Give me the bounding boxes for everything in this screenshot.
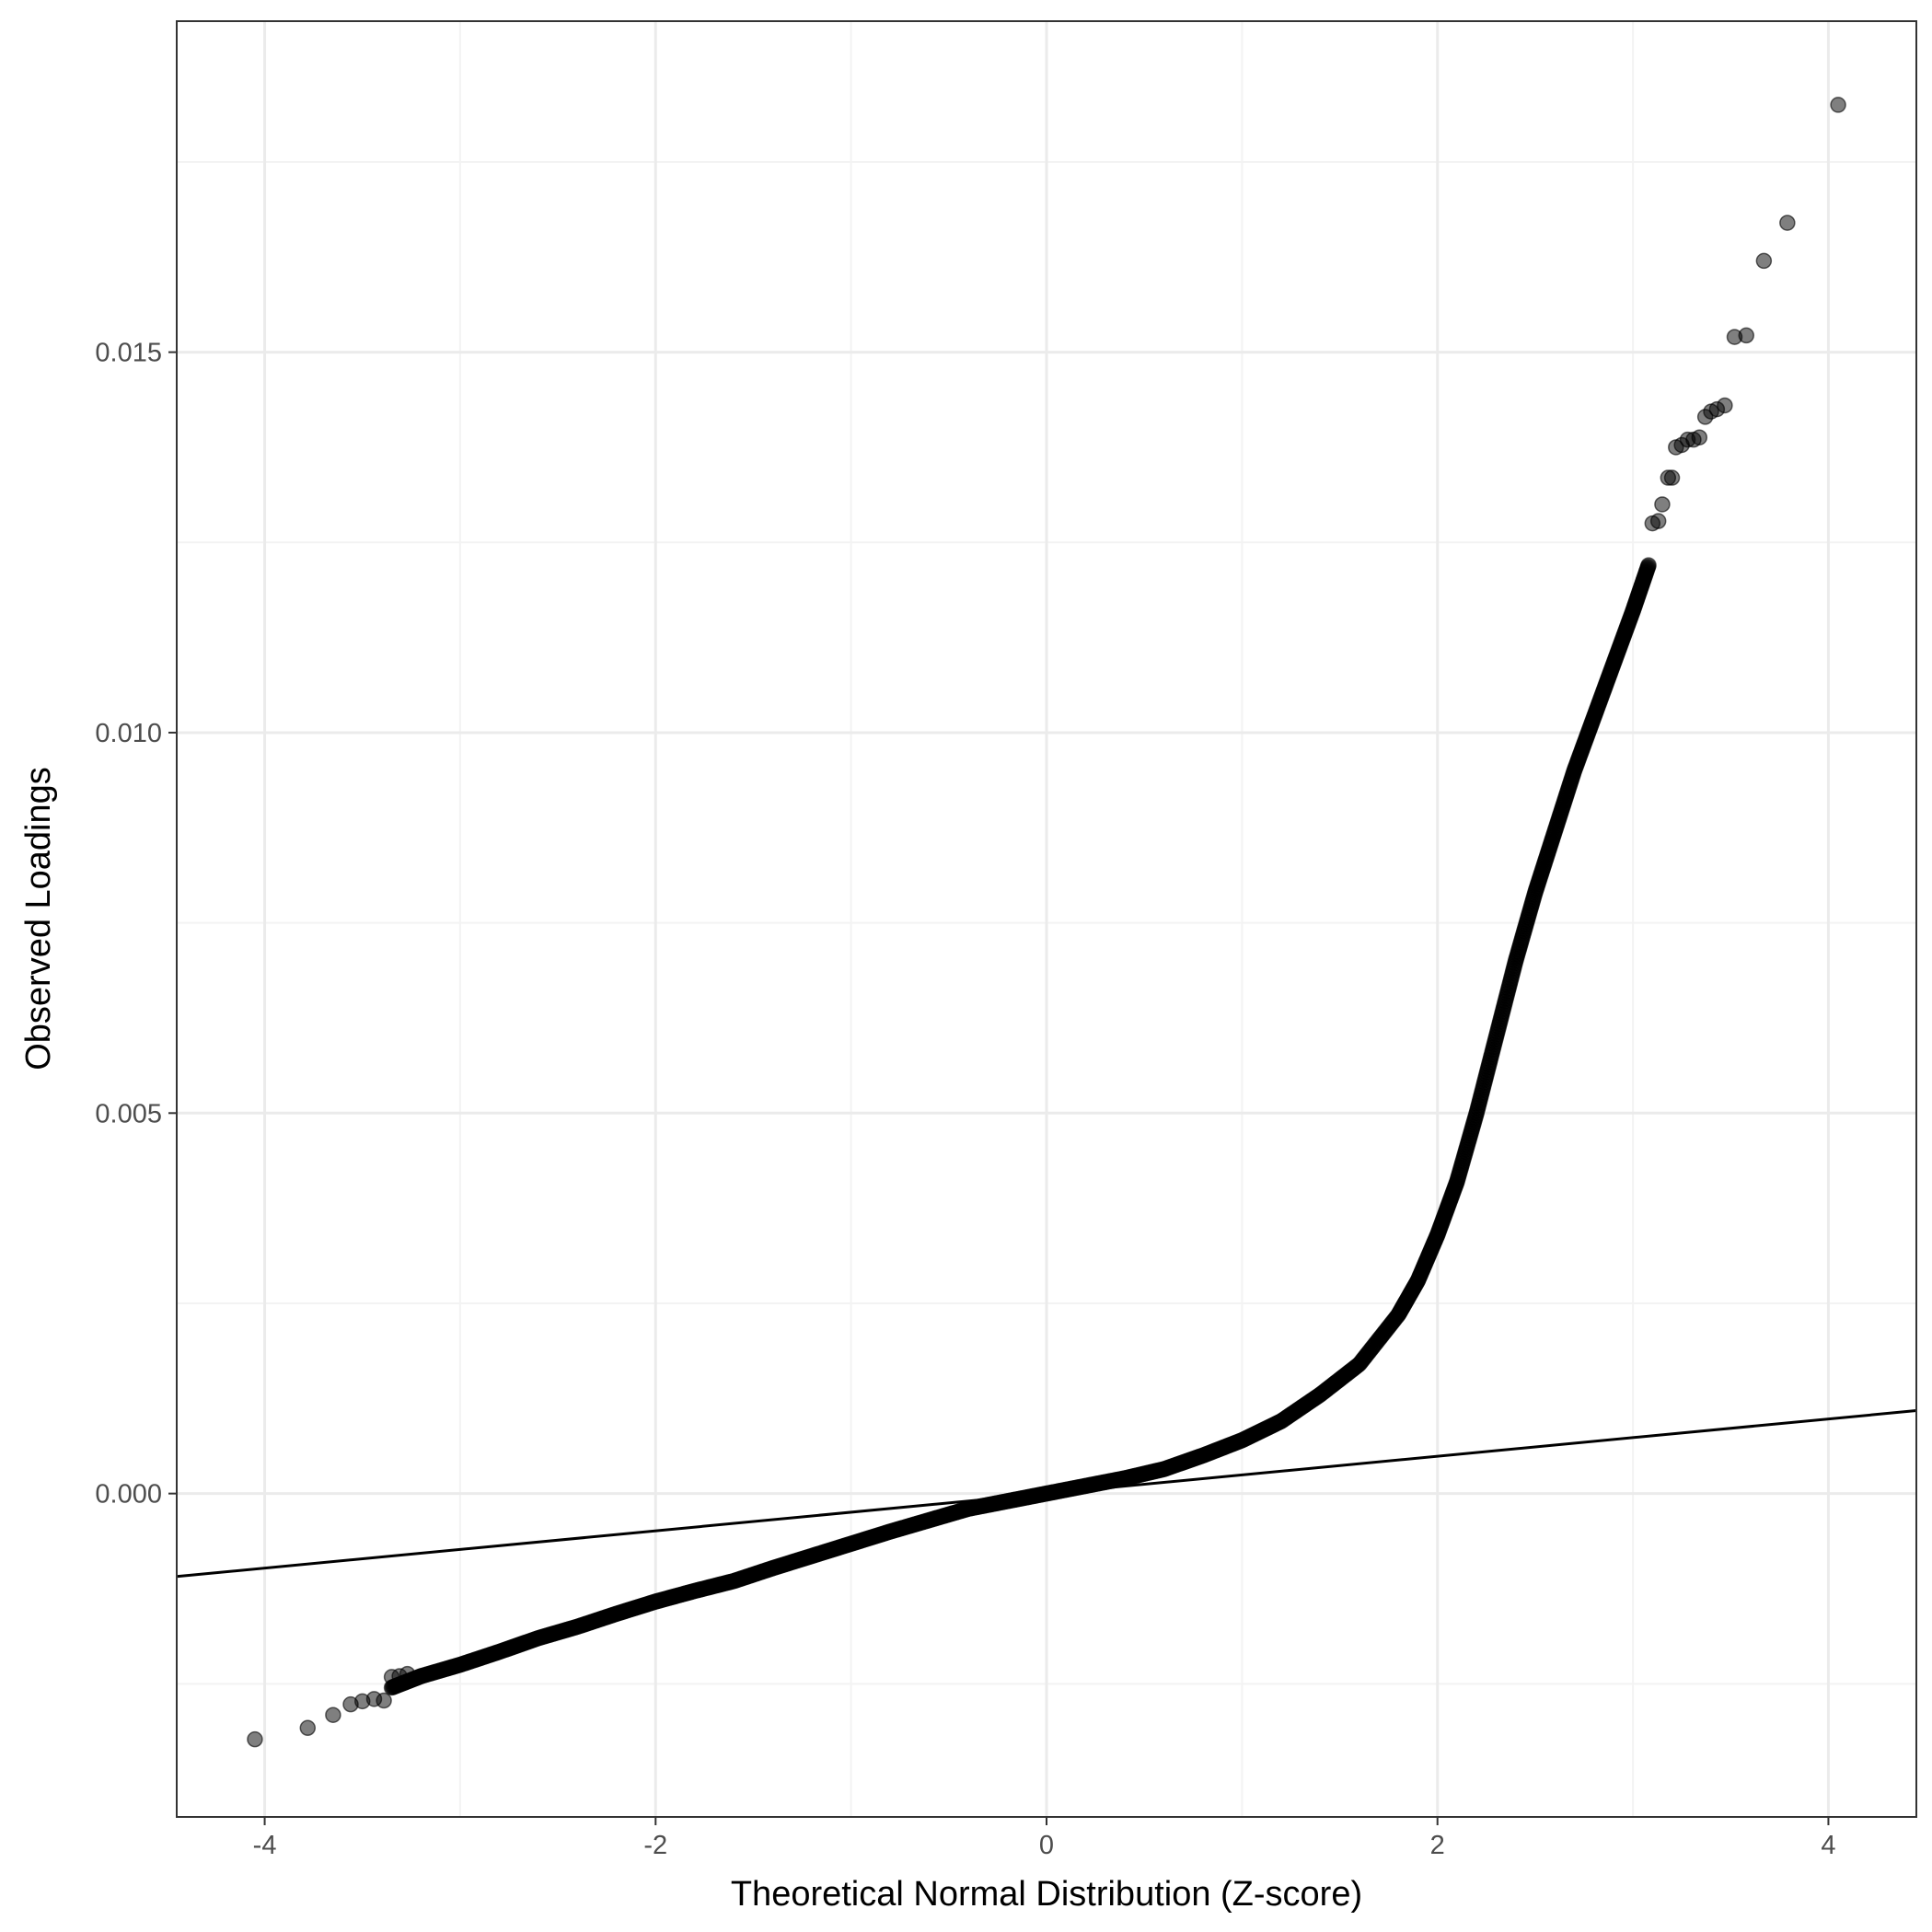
- data-point: [1738, 327, 1754, 344]
- data-point: [376, 1692, 392, 1709]
- x-tick-label: 0: [1039, 1831, 1054, 1860]
- x-tick-label: 2: [1430, 1831, 1445, 1860]
- y-tick-label: 0.005: [95, 1099, 162, 1128]
- data-point: [325, 1706, 341, 1723]
- data-point: [1717, 397, 1733, 414]
- data-point: [1755, 252, 1773, 270]
- data-point: [247, 1730, 263, 1748]
- y-axis-title: Observed Loadings: [19, 767, 58, 1070]
- axes: -4 -2 0 2 4 0.000 0.005 0.010 0.015: [95, 339, 1835, 1860]
- data-point: [1640, 557, 1657, 573]
- y-tick-label: 0.015: [95, 339, 162, 368]
- y-tick-label: 0.000: [95, 1480, 162, 1510]
- y-tick-label: 0.010: [95, 719, 162, 748]
- data-point: [1654, 496, 1671, 513]
- data-points: [247, 97, 1846, 1748]
- x-tick-label: -4: [253, 1831, 277, 1860]
- data-point: [299, 1719, 317, 1737]
- data-point: [1691, 429, 1708, 445]
- x-axis-title: Theoretical Normal Distribution (Z-score…: [731, 1875, 1362, 1914]
- x-tick-label: -2: [643, 1831, 667, 1860]
- data-point: [399, 1665, 416, 1683]
- data-point: [1779, 214, 1796, 231]
- data-point: [1663, 469, 1681, 486]
- data-point: [1649, 513, 1667, 529]
- data-point: [1830, 97, 1846, 113]
- x-tick-label: 4: [1821, 1831, 1835, 1860]
